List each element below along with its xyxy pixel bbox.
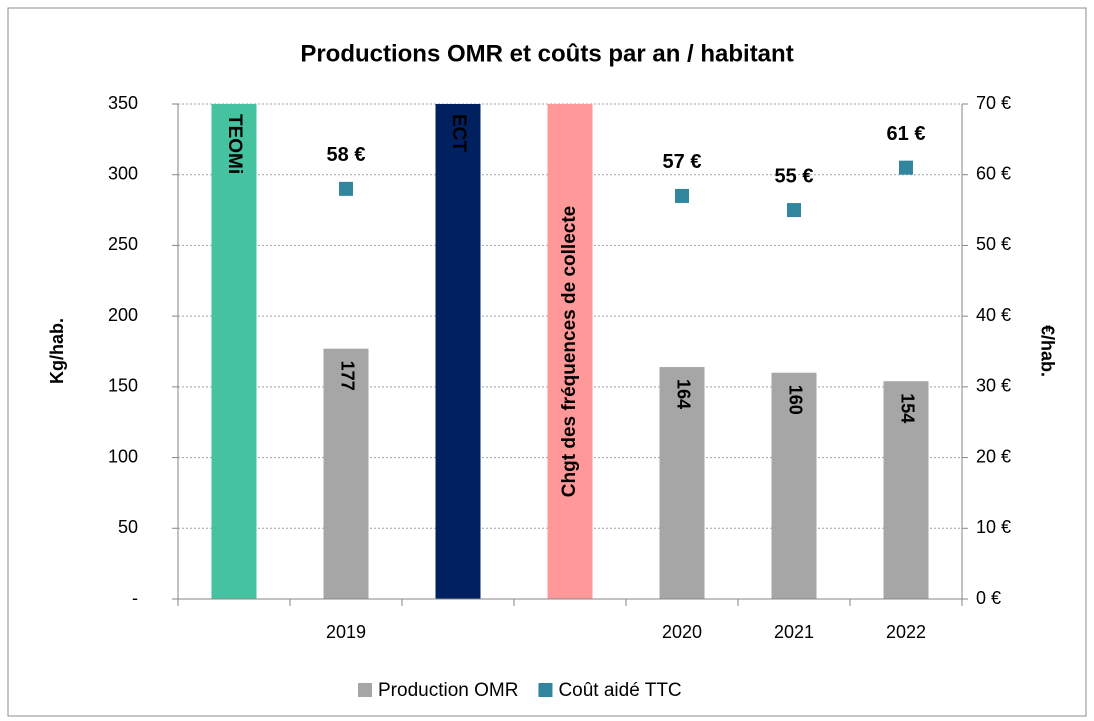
point-marker — [899, 160, 913, 175]
y-tick-label: 200 — [108, 305, 138, 325]
chart-title: Productions OMR et coûts par an / habita… — [300, 40, 793, 67]
legend-label: Production OMR — [378, 680, 518, 701]
y2-axis-label: €/hab. — [1037, 325, 1057, 377]
point-value-label: 58 € — [327, 144, 366, 166]
y2-tick-label: 50 € — [976, 234, 1011, 254]
annotation-band — [211, 104, 257, 599]
y-tick-label: - — [132, 588, 138, 608]
legend-swatch — [358, 683, 372, 697]
point-marker — [675, 188, 689, 203]
y2-tick-label: 10 € — [976, 517, 1011, 537]
x-tick-label: 2022 — [886, 622, 926, 642]
y2-tick-label: 20 € — [976, 446, 1011, 466]
bar — [323, 348, 369, 599]
annotation-label: ECT — [448, 114, 469, 152]
bar — [659, 367, 705, 599]
point-value-label: 61 € — [887, 123, 926, 145]
annotation-label: Chgt des fréquences de collecte — [559, 206, 580, 497]
x-tick-label: 2021 — [774, 622, 814, 642]
bar — [883, 381, 929, 599]
annotation-band — [547, 104, 593, 599]
bar-value-label: 154 — [897, 393, 917, 423]
y-tick-label: 150 — [108, 376, 138, 396]
x-tick-label: 2019 — [326, 622, 366, 642]
y-tick-label: 250 — [108, 234, 138, 254]
legend-label: Coût aidé TTC — [558, 680, 681, 701]
y2-tick-label: 0 € — [976, 588, 1001, 608]
y-axis-label: Kg/hab. — [47, 318, 67, 384]
point-value-label: 55 € — [775, 165, 814, 187]
y2-tick-label: 70 € — [976, 93, 1011, 113]
point-value-label: 57 € — [663, 151, 702, 173]
bar — [771, 372, 817, 599]
bar-value-label: 160 — [785, 385, 805, 415]
bar-value-label: 177 — [337, 361, 357, 391]
point-marker — [339, 181, 353, 196]
legend-swatch — [538, 683, 553, 697]
point-marker — [787, 203, 801, 218]
annotation-label: TEOMi — [224, 114, 245, 174]
x-tick-label: 2020 — [662, 622, 702, 642]
y2-tick-label: 30 € — [976, 376, 1011, 396]
annotation-band — [435, 104, 481, 599]
y2-tick-label: 60 € — [976, 163, 1011, 183]
y2-tick-label: 40 € — [976, 305, 1011, 325]
chart-frame — [7, 7, 1087, 717]
y-tick-label: 100 — [108, 446, 138, 466]
y-tick-label: 50 — [118, 517, 138, 537]
y-tick-label: 350 — [108, 93, 138, 113]
bar-value-label: 164 — [673, 379, 693, 409]
y-tick-label: 300 — [108, 163, 138, 183]
